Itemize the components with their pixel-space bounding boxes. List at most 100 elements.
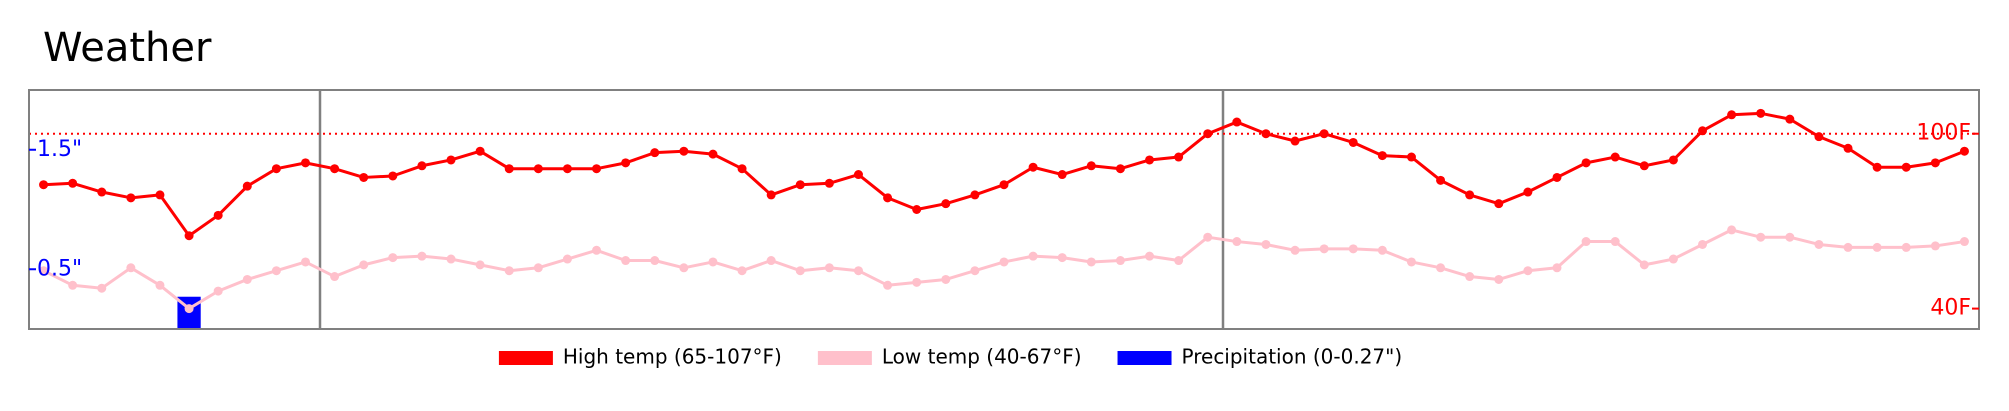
temp-point (1639, 260, 1649, 270)
temp-point (795, 180, 805, 190)
temp-point (999, 180, 1009, 190)
temp-point (970, 190, 980, 200)
temp-point (155, 280, 165, 290)
y2-tick-label: 100F (1916, 121, 1971, 146)
temp-point (853, 170, 863, 180)
temp-point (330, 272, 340, 282)
temp-point (1727, 110, 1737, 120)
temp-point (271, 164, 281, 174)
temp-point (883, 193, 893, 203)
temp-point (999, 257, 1009, 267)
temp-point (737, 266, 747, 276)
temp-point (39, 180, 49, 190)
temp-point (1756, 108, 1766, 118)
temp-point (68, 280, 78, 290)
legend-label: High temp (65-107°F) (563, 345, 782, 369)
temp-point (504, 164, 514, 174)
temp-point (1465, 190, 1475, 200)
temp-point (1959, 146, 1969, 156)
temp-point (1145, 155, 1155, 165)
temp-point (475, 260, 485, 270)
legend-swatch (817, 351, 872, 365)
temp-point (1639, 161, 1649, 171)
temp-point (330, 164, 340, 174)
temp-point (504, 266, 514, 276)
temp-point (824, 178, 834, 188)
temp-point (1727, 225, 1737, 235)
temp-point (1581, 158, 1591, 168)
temp-point (708, 257, 718, 267)
temp-point (155, 190, 165, 200)
temp-point (1319, 244, 1329, 254)
temp-point (1436, 263, 1446, 273)
temp-line (42, 228, 1965, 311)
temp-point (300, 257, 310, 267)
temp-point (1348, 244, 1358, 254)
temp-point (1785, 114, 1795, 124)
y-tick-label: 0.5" (37, 256, 82, 281)
temp-point (533, 164, 543, 174)
temp-point (912, 277, 922, 287)
temp-point (1028, 251, 1038, 261)
temp-point (853, 266, 863, 276)
temp-point (1610, 152, 1620, 162)
plot-frame (28, 89, 1980, 330)
temp-point (1698, 126, 1708, 136)
temp-point (1872, 242, 1882, 252)
legend: High temp (65-107°F) Low temp (40-67°F) Pr… (498, 345, 1403, 369)
temp-point (446, 155, 456, 165)
temp-point (213, 286, 223, 296)
y-tick-label: 1.5" (37, 137, 82, 162)
temp-point (126, 193, 136, 203)
axes: 1.5" 0.5" 100F 40F (29, 121, 1979, 321)
legend-swatch (1117, 351, 1172, 365)
temp-point (592, 245, 602, 255)
temp-point (1901, 242, 1911, 252)
temp-point (621, 256, 631, 266)
temp-point (592, 164, 602, 174)
temp-point (766, 256, 776, 266)
temp-point (1174, 256, 1184, 266)
temp-point (650, 148, 660, 158)
temp-point (1203, 129, 1213, 139)
temp-point (126, 263, 136, 273)
temp-point (1552, 172, 1562, 182)
temp-point (1785, 232, 1795, 242)
temp-point (1523, 266, 1533, 276)
temp-point (1057, 170, 1067, 180)
temp-point (1290, 136, 1300, 146)
temp-point (39, 266, 49, 276)
temp-point (184, 304, 194, 314)
temp-point (1232, 117, 1242, 127)
temp-point (1668, 254, 1678, 264)
temp-point (533, 263, 543, 273)
temp-point (1610, 237, 1620, 247)
temp-point (1290, 245, 1300, 255)
temp-point (824, 263, 834, 273)
temp-point (1930, 241, 1940, 251)
temp-point (1203, 232, 1213, 242)
temp-point (941, 199, 951, 209)
temp-point (446, 254, 456, 264)
temp-point (1698, 239, 1708, 249)
temp-point (388, 171, 398, 181)
temp-point (1377, 245, 1387, 255)
temp-point (1115, 164, 1125, 174)
temp-point (1436, 175, 1446, 185)
temp-point (271, 266, 281, 276)
temp-point (1174, 152, 1184, 162)
temp-point (650, 256, 660, 266)
temp-point (1814, 132, 1824, 142)
temp-point (417, 251, 427, 261)
chart-title: Weather (43, 25, 212, 71)
temp-point (679, 263, 689, 273)
temp-point (184, 231, 194, 241)
legend-label: Precipitation (0-0.27") (1182, 345, 1403, 369)
temp-point (1814, 239, 1824, 249)
temp-point (213, 210, 223, 220)
temp-point (1930, 158, 1940, 168)
temp-point (1872, 162, 1882, 172)
temp-point (737, 164, 747, 174)
